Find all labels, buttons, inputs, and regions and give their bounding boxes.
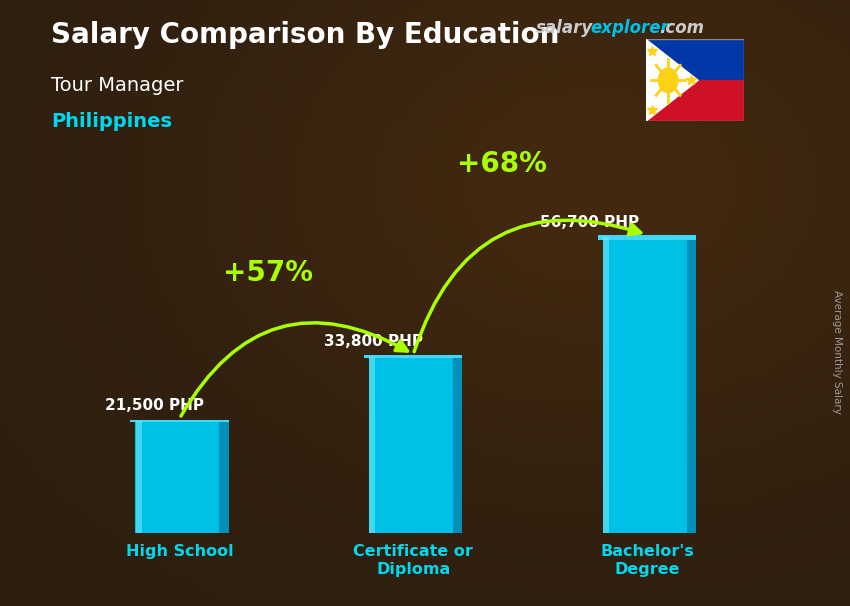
Text: explorer: explorer	[591, 19, 670, 38]
Text: +57%: +57%	[224, 259, 314, 287]
Bar	[370, 357, 376, 533]
Text: 21,500 PHP: 21,500 PHP	[105, 398, 204, 413]
Text: Salary Comparison By Education: Salary Comparison By Education	[51, 21, 559, 49]
Bar	[136, 421, 142, 533]
Bar	[603, 238, 692, 533]
Text: 56,700 PHP: 56,700 PHP	[540, 215, 638, 230]
Text: +68%: +68%	[457, 150, 547, 178]
FancyBboxPatch shape	[453, 357, 462, 533]
Bar	[135, 421, 224, 533]
Bar	[646, 80, 744, 121]
Circle shape	[659, 68, 678, 93]
FancyBboxPatch shape	[219, 421, 229, 533]
Text: Average Monthly Salary: Average Monthly Salary	[832, 290, 842, 413]
Text: Tour Manager: Tour Manager	[51, 76, 184, 95]
Polygon shape	[646, 39, 698, 121]
Text: Philippines: Philippines	[51, 112, 172, 131]
Bar	[604, 238, 609, 533]
Bar	[598, 235, 696, 240]
Text: 33,800 PHP: 33,800 PHP	[325, 334, 423, 349]
Bar	[369, 357, 457, 533]
Text: .com: .com	[659, 19, 704, 38]
FancyBboxPatch shape	[687, 238, 696, 533]
Bar	[364, 355, 462, 359]
Bar	[130, 420, 229, 422]
Bar	[646, 39, 744, 80]
Text: salary: salary	[536, 19, 592, 38]
